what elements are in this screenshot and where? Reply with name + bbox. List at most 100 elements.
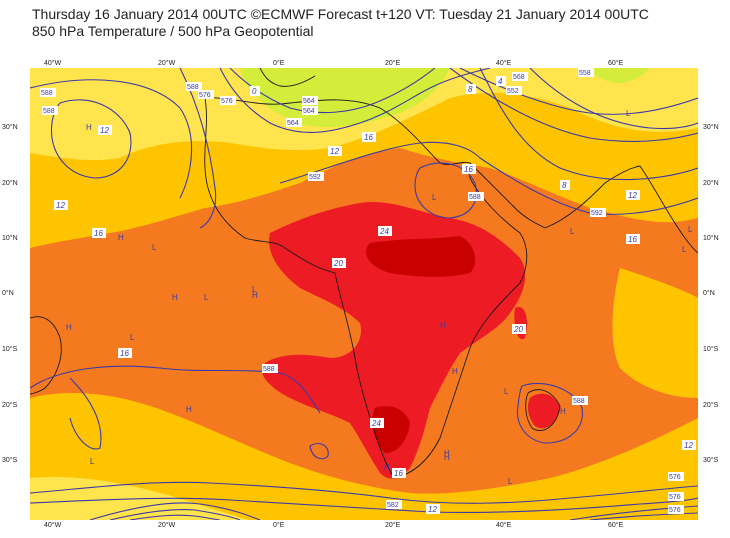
geo-label-text: 576	[221, 98, 233, 105]
geo-label: 576	[198, 90, 214, 99]
temp-label: 24	[378, 226, 392, 236]
coast-madagascar	[525, 389, 561, 431]
temp-label-text: 16	[464, 165, 473, 174]
temp-label-text: 16	[628, 235, 637, 244]
high-marker: H	[66, 323, 72, 332]
temp-label: 4	[496, 76, 506, 86]
coast-north-africa	[204, 97, 471, 166]
cold-patch-northeast	[590, 68, 650, 83]
low-marker: L	[204, 293, 209, 302]
hot-patch-madagascar	[527, 393, 560, 429]
contour-south-5	[129, 514, 221, 520]
low-marker: L	[504, 387, 509, 396]
low-marker: L	[152, 243, 157, 252]
geo-label-text: 588	[573, 398, 585, 405]
temp-label-text: 0	[252, 87, 257, 96]
temp-label: 20	[332, 258, 346, 268]
temp-label: 12	[626, 190, 640, 200]
lon-label-40w-top: 40°W	[44, 60, 62, 67]
low-marker: L	[570, 227, 575, 236]
temp-label-text: 16	[120, 349, 129, 358]
temp-label-text: 12	[100, 126, 109, 135]
temp-label: 12	[54, 200, 68, 210]
forecast-title: Thursday 16 January 2014 00UTC ©ECMWF Fo…	[32, 6, 649, 22]
weather-map: 12 12 12 16 16 16 16 16 20 20 24 24 8 8 …	[30, 68, 698, 520]
lat-label-20s-left: 20°S	[2, 402, 18, 409]
temp-label-text: 4	[498, 77, 503, 86]
temp-label-text: 12	[56, 201, 65, 210]
temp-label: 16	[462, 164, 476, 174]
geopotential-contours	[30, 68, 698, 520]
geo-label-text: 564	[287, 120, 299, 127]
high-marker: H	[444, 449, 450, 458]
cool-band-south	[30, 393, 698, 520]
temp-label: 16	[362, 132, 376, 142]
geo-label: 576	[220, 96, 236, 105]
lat-label-30s-left: 30°S	[2, 457, 18, 464]
geo-label: 564	[286, 118, 302, 127]
geo-label-text: 552	[507, 88, 519, 95]
temp-label-text: 12	[330, 147, 339, 156]
geo-label-text: 564	[303, 108, 315, 115]
lat-label-30n-right: 30°N	[703, 124, 719, 131]
coast-europe	[259, 68, 316, 87]
temp-label-text: 8	[468, 85, 473, 94]
lon-label-40w-bottom: 40°W	[44, 522, 62, 529]
contour-sahara-loop	[414, 162, 477, 219]
low-marker: L	[688, 225, 693, 234]
geo-label: 576	[668, 505, 684, 514]
high-marker: H	[444, 453, 450, 462]
lon-label-20w-bottom: 20°W	[158, 522, 176, 529]
contour-southeast-2	[589, 512, 698, 520]
lon-label-20e-bottom: 20°E	[385, 522, 401, 529]
geo-label-text: 576	[669, 474, 681, 481]
contour-arc-1	[30, 79, 193, 199]
high-marker: H	[440, 321, 446, 330]
contour-arc-3	[219, 68, 491, 133]
geo-label: 558	[578, 68, 594, 77]
contour-south-2	[30, 497, 698, 514]
geo-label: 576	[668, 472, 684, 481]
high-marker: H	[252, 291, 258, 300]
geo-label-text: 588	[43, 108, 55, 115]
contour-arc-8	[479, 68, 698, 181]
coast-south-america	[30, 316, 62, 395]
low-marker: L	[682, 245, 687, 254]
geo-label-text: 582	[387, 502, 399, 509]
geo-label: 564	[302, 96, 318, 105]
temp-label-text: 12	[684, 441, 693, 450]
contour-arc-6	[449, 68, 698, 142]
contour-south-3	[89, 502, 261, 520]
high-marker: H	[86, 123, 92, 132]
high-marker: H	[172, 293, 178, 302]
temp-label: 8	[466, 84, 476, 94]
temp-label-text: 24	[379, 227, 389, 236]
high-marker: H	[384, 463, 390, 472]
lat-label-30s-right: 30°S	[703, 457, 719, 464]
lon-label-20w-top: 20°W	[158, 60, 176, 67]
contour-madagascar-loop	[516, 382, 583, 444]
geo-label: 576	[668, 492, 684, 501]
geo-label-text: 568	[513, 74, 525, 81]
temp-label-text: 20	[333, 259, 343, 268]
geo-label-text: 564	[303, 98, 315, 105]
coast-gulf-guinea	[334, 272, 396, 479]
contour-arc-2	[179, 68, 217, 229]
coast-red-sea	[469, 162, 546, 229]
geo-label: 588	[40, 88, 56, 97]
lon-label-60e-top: 60°E	[608, 60, 624, 67]
temp-label: 0	[250, 86, 260, 96]
contour-southeast-1	[569, 505, 698, 520]
lat-label-10s-right: 10°S	[703, 346, 719, 353]
temp-label-text: 16	[364, 133, 373, 142]
coast-india	[639, 165, 698, 254]
pressure-centres: H H H H H H H H H H H H L L L L L L L L …	[66, 109, 693, 486]
geo-label: 582	[386, 500, 402, 509]
lat-label-30n-left: 30°N	[2, 124, 18, 131]
geo-label: 588	[262, 364, 278, 373]
contour-north-loop	[50, 99, 132, 179]
temp-label-text: 8	[562, 181, 567, 190]
geo-label-text: 588	[469, 194, 481, 201]
lat-label-20n-right: 20°N	[703, 180, 719, 187]
geo-label: 588	[42, 106, 58, 115]
